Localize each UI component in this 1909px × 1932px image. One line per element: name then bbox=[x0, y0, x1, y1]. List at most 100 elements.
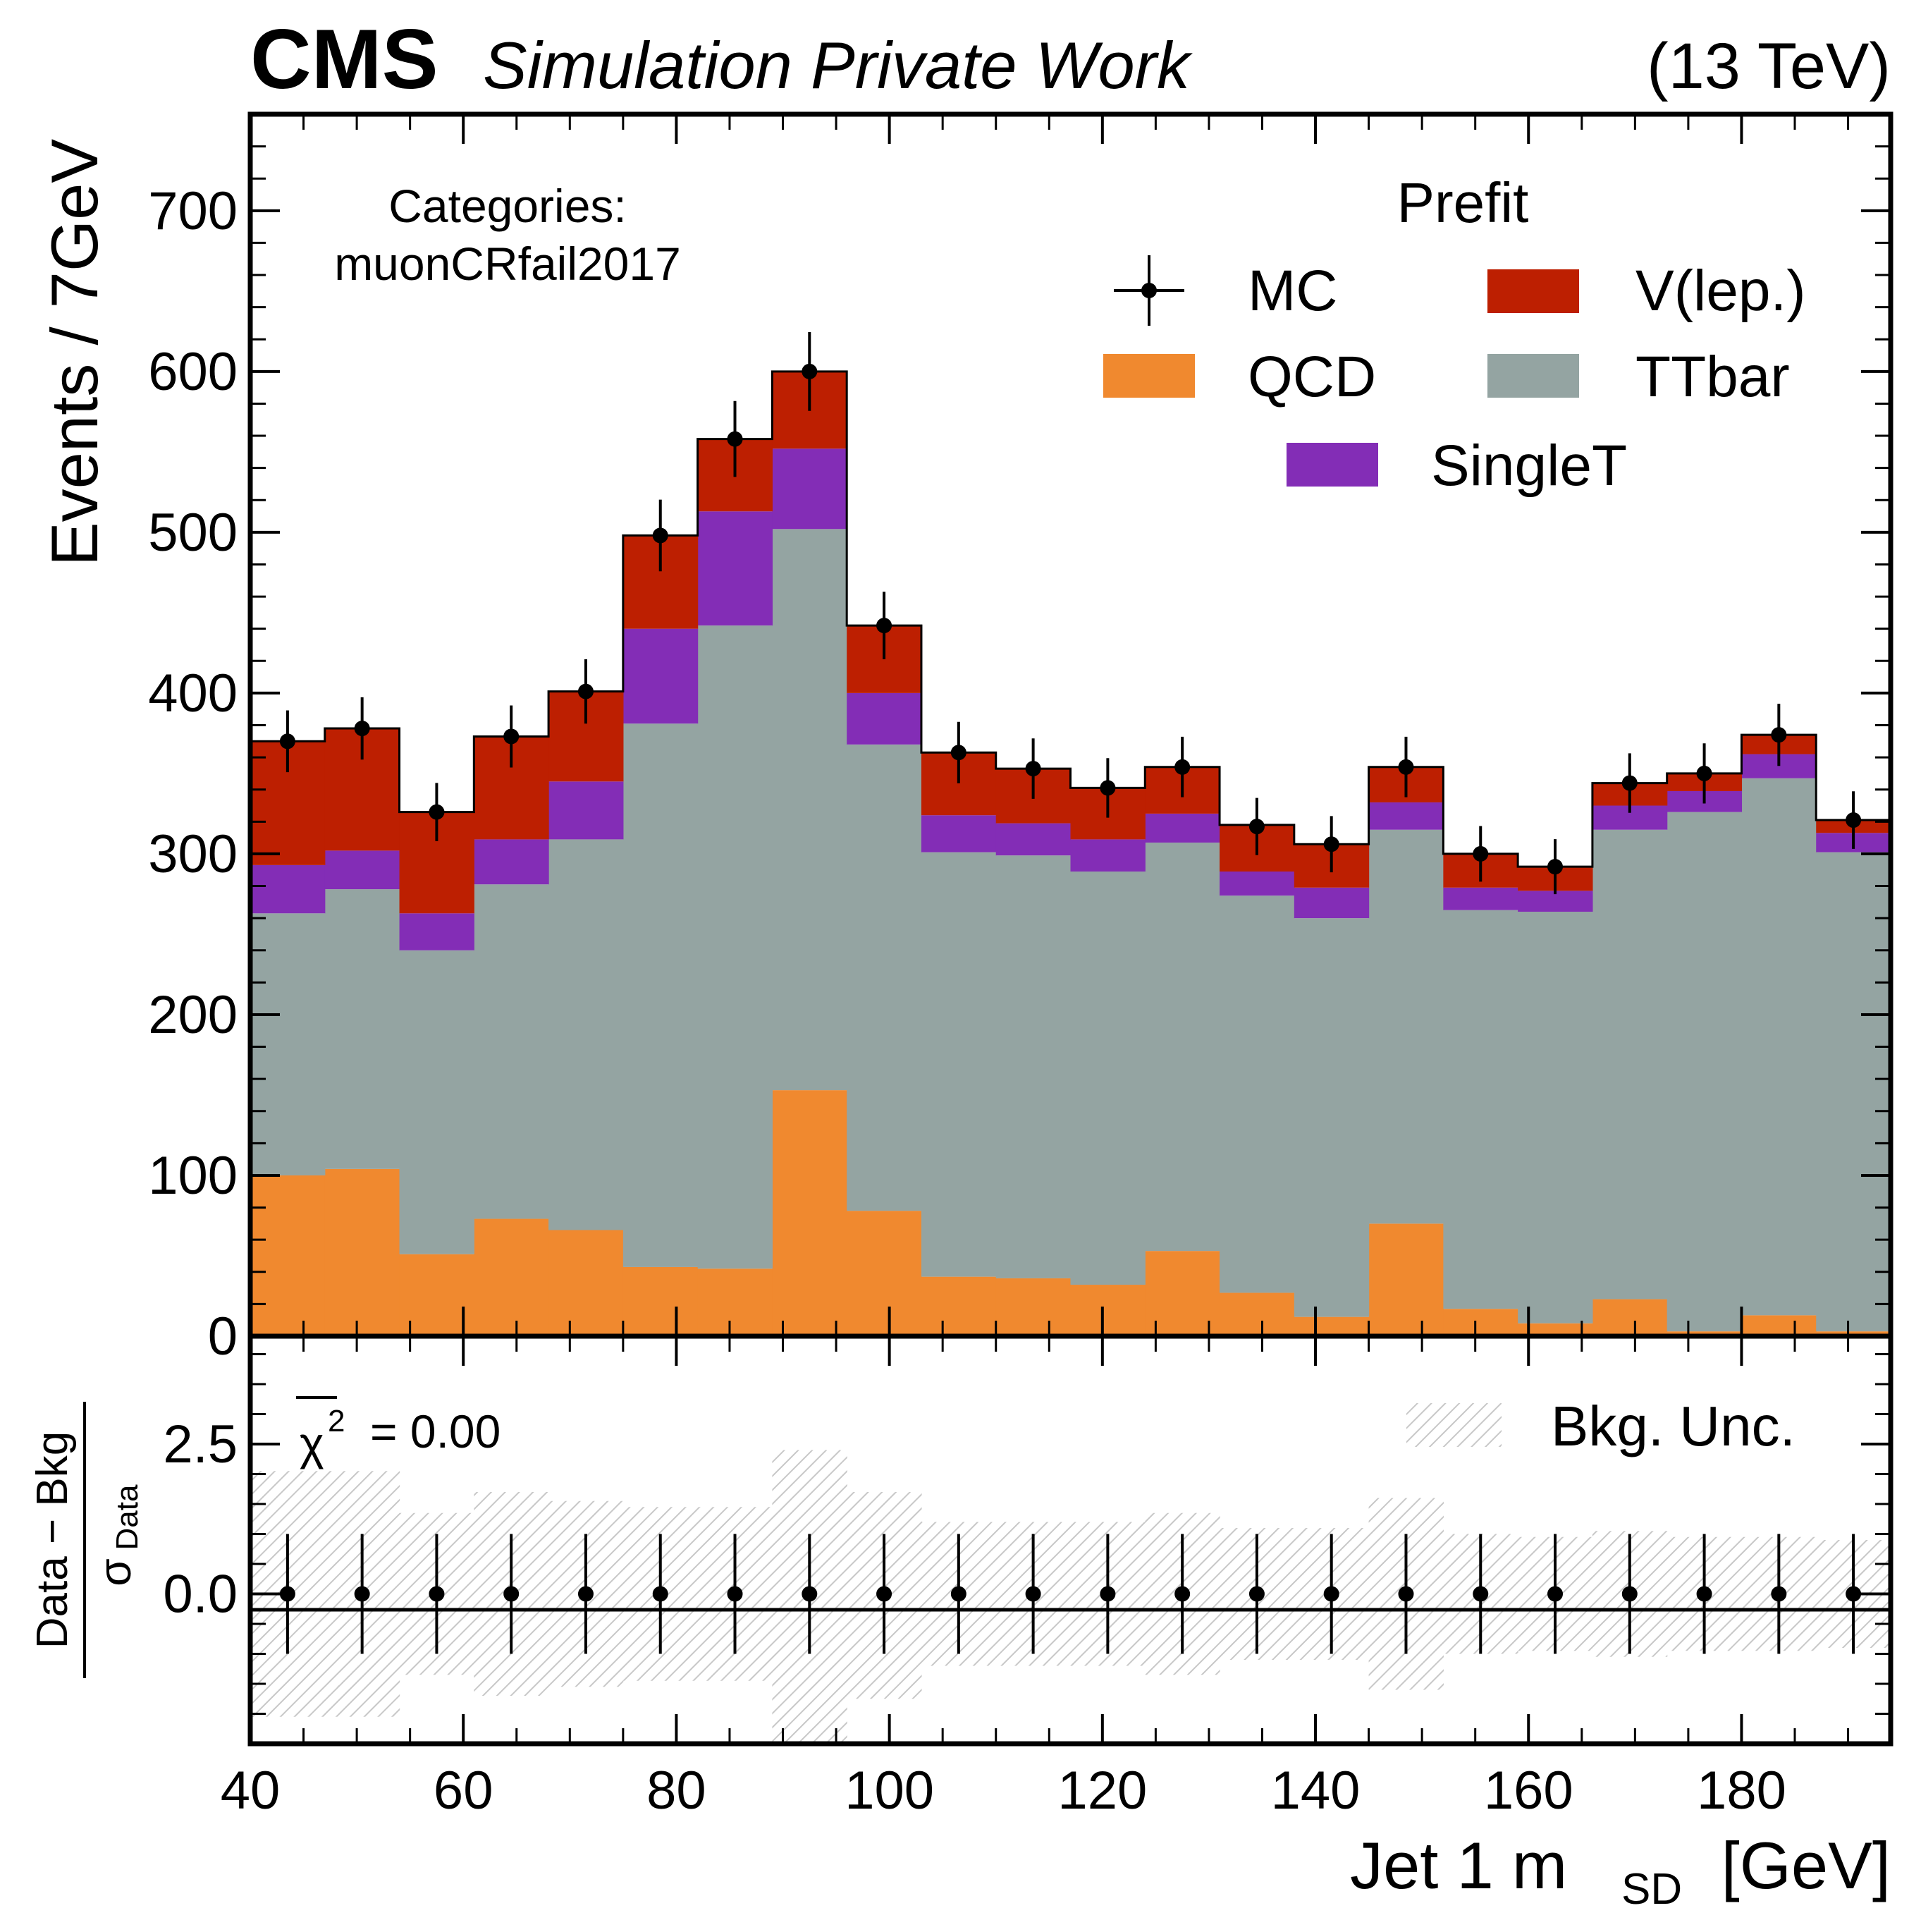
legend-entry-singlet: SingleT bbox=[1287, 434, 1627, 498]
ratio-point-3 bbox=[503, 1586, 520, 1602]
ratio-y-tick-label-0: 0.0 bbox=[163, 1565, 238, 1625]
mc-point-4 bbox=[577, 683, 594, 699]
ratio-point-16 bbox=[1473, 1586, 1489, 1602]
ratio-point-6 bbox=[727, 1586, 743, 1602]
bar-qcd-7 bbox=[772, 1090, 847, 1336]
mc-point-20 bbox=[1771, 727, 1787, 743]
bar-singlet-7 bbox=[772, 448, 847, 530]
bar-singlet-6 bbox=[697, 511, 773, 626]
ratio-ylabel-numerator: Data − Bkg bbox=[28, 1431, 77, 1649]
bar-qcd-14 bbox=[1294, 1316, 1370, 1336]
bar-qcd-4 bbox=[548, 1230, 624, 1336]
bar-singlet-4 bbox=[548, 781, 624, 840]
bar-ttbar-0 bbox=[250, 913, 326, 1175]
x-tick-label-180: 180 bbox=[1697, 1761, 1786, 1821]
bar-ttbar-3 bbox=[474, 884, 549, 1219]
bar-qcd-3 bbox=[474, 1218, 549, 1336]
bar-ttbar-5 bbox=[622, 723, 699, 1267]
bar-qcd-2 bbox=[399, 1254, 474, 1336]
mc-point-17 bbox=[1547, 859, 1564, 875]
ratio-y-tick-label-1: 2.5 bbox=[163, 1414, 238, 1474]
bar-qcd-16 bbox=[1443, 1309, 1518, 1336]
ratio-point-14 bbox=[1323, 1586, 1339, 1602]
legend-swatch-vlep bbox=[1487, 269, 1579, 313]
x-tick-label-100: 100 bbox=[845, 1761, 934, 1821]
mc-point-10 bbox=[1025, 761, 1041, 777]
ratio-point-15 bbox=[1398, 1586, 1414, 1602]
bar-ttbar-6 bbox=[697, 625, 773, 1269]
ratio-point-7 bbox=[802, 1586, 818, 1602]
legend-swatch-bkg-unc bbox=[1406, 1403, 1502, 1447]
mc-point-7 bbox=[802, 363, 818, 379]
y-tick-label-0: 0 bbox=[208, 1307, 238, 1367]
energy-label: (13 TeV) bbox=[1647, 30, 1891, 102]
bar-qcd-9 bbox=[921, 1276, 997, 1336]
ratio-point-4 bbox=[577, 1586, 594, 1602]
y-tick-label-300: 300 bbox=[148, 824, 238, 884]
ratio-point-2 bbox=[429, 1586, 445, 1602]
legend-entry-mc: MC bbox=[1114, 255, 1338, 326]
x-tick-label-80: 80 bbox=[646, 1761, 706, 1821]
ratio-point-18 bbox=[1621, 1586, 1638, 1602]
mc-point-6 bbox=[727, 431, 743, 447]
bar-singlet-0 bbox=[250, 864, 326, 914]
bar-ttbar-13 bbox=[1220, 895, 1295, 1293]
category-title: Categories: bbox=[388, 180, 627, 232]
x-axis-title: Jet 1 m SD [GeV] bbox=[1350, 1828, 1891, 1914]
ratio-point-0 bbox=[279, 1586, 295, 1602]
cms-label: CMS bbox=[250, 12, 438, 106]
ratio-point-10 bbox=[1025, 1586, 1041, 1602]
bar-ttbar-18 bbox=[1592, 829, 1668, 1300]
category-name: muonCRfail2017 bbox=[334, 238, 681, 290]
x-axis-title-main: Jet 1 m bbox=[1350, 1828, 1567, 1902]
ratio-point-9 bbox=[950, 1586, 966, 1602]
bar-qcd-5 bbox=[622, 1266, 699, 1336]
mc-points bbox=[279, 331, 1862, 895]
bar-qcd-20 bbox=[1741, 1315, 1817, 1336]
legend-label-qcd: QCD bbox=[1248, 345, 1376, 409]
bar-qcd-18 bbox=[1592, 1299, 1668, 1336]
x-axis-title-unit: [GeV] bbox=[1721, 1828, 1891, 1902]
bkg-unc-band bbox=[250, 1450, 1891, 1744]
x-tick-label-160: 160 bbox=[1484, 1761, 1573, 1821]
bar-ttbar-8 bbox=[847, 744, 922, 1211]
legend-title: Prefit bbox=[1397, 171, 1529, 234]
bar-singlet-11 bbox=[1070, 839, 1146, 872]
stacked-histogram bbox=[250, 370, 1891, 1336]
y-tick-label-200: 200 bbox=[148, 985, 238, 1045]
mc-point-19 bbox=[1696, 765, 1712, 781]
mc-point-16 bbox=[1473, 845, 1489, 862]
mc-point-11 bbox=[1100, 780, 1116, 796]
bar-ttbar-9 bbox=[921, 852, 997, 1277]
x-axis-title-sub: SD bbox=[1621, 1865, 1682, 1914]
ratio-points bbox=[279, 1534, 1862, 1654]
ratio-point-17 bbox=[1547, 1586, 1564, 1602]
x-tick-label-140: 140 bbox=[1271, 1761, 1361, 1821]
main-axes: 0 100 200 300 400 500 600 700 bbox=[148, 114, 1891, 1367]
bar-ttbar-12 bbox=[1145, 842, 1220, 1252]
bar-singlet-5 bbox=[622, 628, 699, 724]
bar-ttbar-15 bbox=[1368, 829, 1444, 1224]
mc-point-14 bbox=[1323, 836, 1339, 852]
bar-qcd-8 bbox=[847, 1211, 922, 1336]
mc-point-15 bbox=[1398, 759, 1414, 775]
legend-entry-qcd: QCD bbox=[1103, 345, 1376, 409]
bar-singlet-15 bbox=[1368, 802, 1444, 830]
bar-ttbar-2 bbox=[399, 950, 474, 1254]
mc-point-12 bbox=[1174, 759, 1191, 775]
bar-singlet-2 bbox=[399, 913, 474, 950]
ratio-point-1 bbox=[354, 1586, 370, 1602]
bar-singlet-14 bbox=[1294, 887, 1370, 919]
bar-ttbar-11 bbox=[1070, 872, 1146, 1285]
y-tick-label-500: 500 bbox=[148, 503, 238, 563]
bar-ttbar-17 bbox=[1518, 912, 1593, 1323]
mc-point-13 bbox=[1248, 819, 1265, 835]
y-tick-label-600: 600 bbox=[148, 342, 238, 402]
legend-label-ttbar: TTbar bbox=[1635, 345, 1790, 409]
legend-entry-ttbar: TTbar bbox=[1487, 345, 1790, 409]
legend: Prefit MC V(lep.) QCD TTbar SingleT bbox=[1103, 171, 1806, 498]
legend-entry-vlep: V(lep.) bbox=[1487, 259, 1806, 323]
legend-swatch-qcd bbox=[1103, 354, 1195, 398]
bar-ttbar-7 bbox=[772, 529, 847, 1091]
